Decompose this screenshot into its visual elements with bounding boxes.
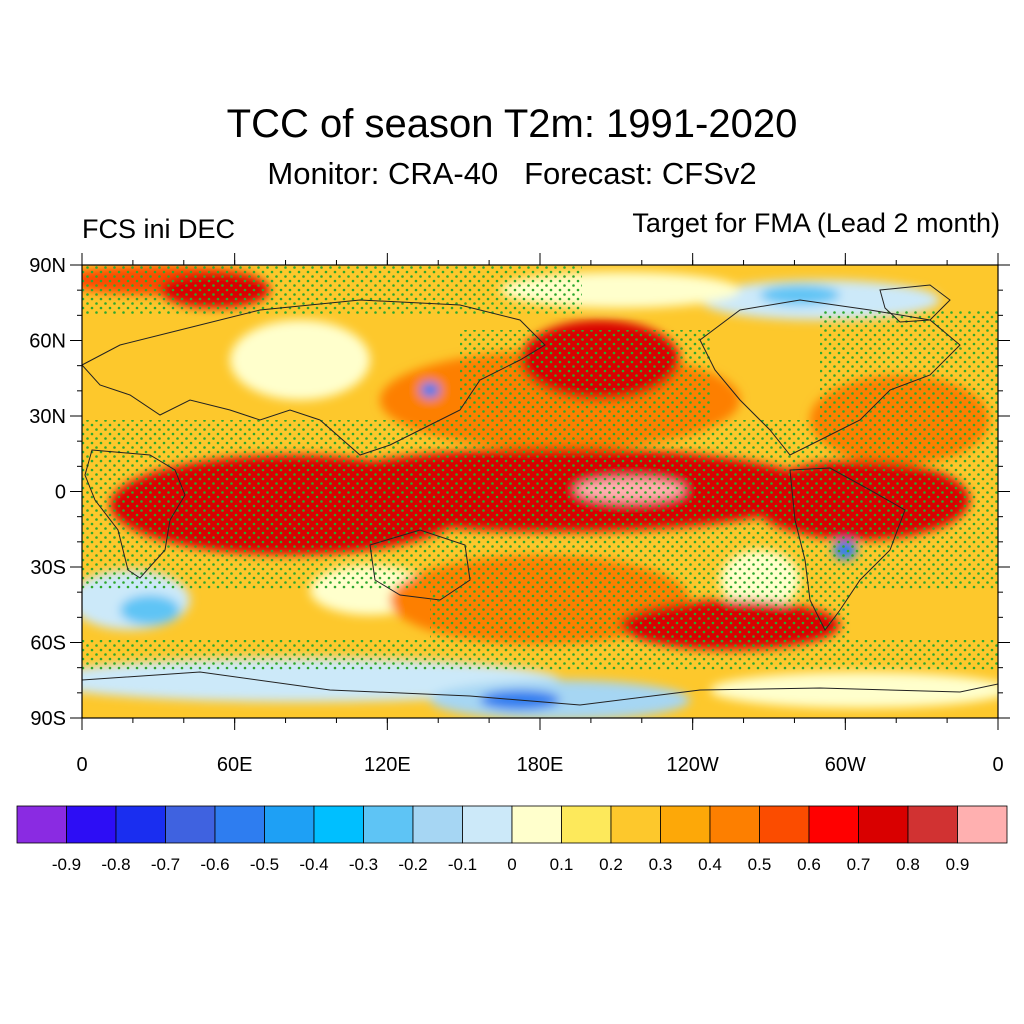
field-patch bbox=[710, 672, 998, 708]
map-axes: 90N 60N 30N 0 30S 60S 90S 0 60E 120E 180E 120W 60W 0 bbox=[29, 253, 1010, 776]
colorbar-label: -0.1 bbox=[448, 855, 477, 874]
colorbar-label: -0.8 bbox=[101, 855, 130, 874]
colorbar-swatch bbox=[957, 805, 1008, 844]
north-america-outline bbox=[699, 299, 961, 456]
significance-stippling bbox=[82, 265, 998, 670]
africa-outline bbox=[84, 449, 186, 579]
lon-tick-label: 0 bbox=[992, 754, 1003, 776]
lat-tick-label: 30S bbox=[30, 557, 66, 579]
colorbar-label: -0.7 bbox=[151, 855, 180, 874]
colorbar-label: 0.5 bbox=[748, 855, 772, 874]
colorbar-label: 0 bbox=[507, 855, 516, 874]
colorbar-swatch bbox=[561, 805, 612, 844]
colorbar-label: 0.9 bbox=[946, 855, 970, 874]
colorbar-swatch bbox=[462, 805, 513, 844]
colorbar-label: 0.4 bbox=[698, 855, 722, 874]
colorbar-swatch bbox=[214, 805, 265, 844]
colorbar-swatch bbox=[313, 805, 364, 844]
colorbar-swatch bbox=[511, 805, 562, 844]
colorbar-label: -0.9 bbox=[52, 855, 81, 874]
lat-tick-label: 60S bbox=[30, 633, 66, 655]
colorbar-label: 0.6 bbox=[797, 855, 821, 874]
coastlines bbox=[82, 284, 998, 706]
lon-tick-label: 120E bbox=[364, 754, 411, 776]
colorbar-label: -0.6 bbox=[200, 855, 229, 874]
colorbar-swatch bbox=[709, 805, 760, 844]
lat-tick-label: 0 bbox=[55, 482, 66, 504]
australia-outline bbox=[369, 529, 471, 601]
colorbar-swatch bbox=[16, 805, 67, 844]
antarctica-outline bbox=[82, 671, 998, 706]
colorbar-label: 0.8 bbox=[896, 855, 920, 874]
colorbar-label: -0.4 bbox=[299, 855, 328, 874]
colorbar-swatch bbox=[66, 805, 117, 844]
colorbar-swatch bbox=[115, 805, 166, 844]
target-label: Target for FMA (Lead 2 month) bbox=[632, 208, 1000, 238]
colorbar-swatch bbox=[907, 805, 958, 844]
lon-tick-label: 0 bbox=[76, 754, 87, 776]
colorbar-swatch bbox=[363, 805, 414, 844]
lat-tick-label: 90N bbox=[29, 255, 66, 277]
colorbar-swatch bbox=[858, 805, 909, 844]
field-patch bbox=[420, 382, 440, 398]
colorbar-swatch bbox=[660, 805, 711, 844]
colorbar: -0.9 -0.8 -0.7 -0.6 -0.5 -0.4 -0.3 -0.2 -0.1 0 0.1… bbox=[16, 805, 1008, 874]
colorbar-swatch bbox=[165, 805, 216, 844]
colorbar-label: 0.1 bbox=[550, 855, 574, 874]
colorbar-label: -0.5 bbox=[250, 855, 279, 874]
field-patch bbox=[760, 285, 840, 305]
map-title: TCC of season T2m: 1991-2020 bbox=[226, 102, 798, 146]
colorbar-label: -0.3 bbox=[349, 855, 378, 874]
field-patch bbox=[430, 680, 690, 718]
south-america-outline bbox=[789, 467, 906, 631]
correlation-field bbox=[82, 265, 998, 718]
greenland-outline bbox=[879, 284, 951, 323]
colorbar-label: 0.7 bbox=[847, 855, 871, 874]
lat-tick-label: 90S bbox=[30, 708, 66, 730]
colorbar-swatch bbox=[610, 805, 661, 844]
colorbar-label: 0.3 bbox=[649, 855, 673, 874]
field-patch bbox=[120, 595, 180, 625]
lon-tick-label: 60W bbox=[825, 754, 866, 776]
lon-tick-label: 180E bbox=[517, 754, 564, 776]
colorbar-swatch bbox=[808, 805, 859, 844]
colorbar-swatch bbox=[264, 805, 315, 844]
lat-tick-label: 60N bbox=[29, 331, 66, 353]
field-patch bbox=[230, 320, 370, 400]
lon-tick-label: 60E bbox=[217, 754, 253, 776]
eurasia-outline bbox=[82, 299, 546, 456]
lat-tick-label: 30N bbox=[29, 406, 66, 428]
colorbar-label: 0.2 bbox=[599, 855, 623, 874]
initialization-label: FCS ini DEC bbox=[82, 214, 236, 244]
colorbar-swatch bbox=[412, 805, 463, 844]
colorbar-swatch bbox=[759, 805, 810, 844]
lon-tick-label: 120W bbox=[667, 754, 719, 776]
map-subtitle: Monitor: CRA-40 Forecast: CFSv2 bbox=[267, 156, 757, 191]
colorbar-label: -0.2 bbox=[398, 855, 427, 874]
